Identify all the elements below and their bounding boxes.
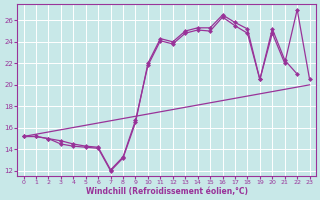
- X-axis label: Windchill (Refroidissement éolien,°C): Windchill (Refroidissement éolien,°C): [85, 187, 248, 196]
